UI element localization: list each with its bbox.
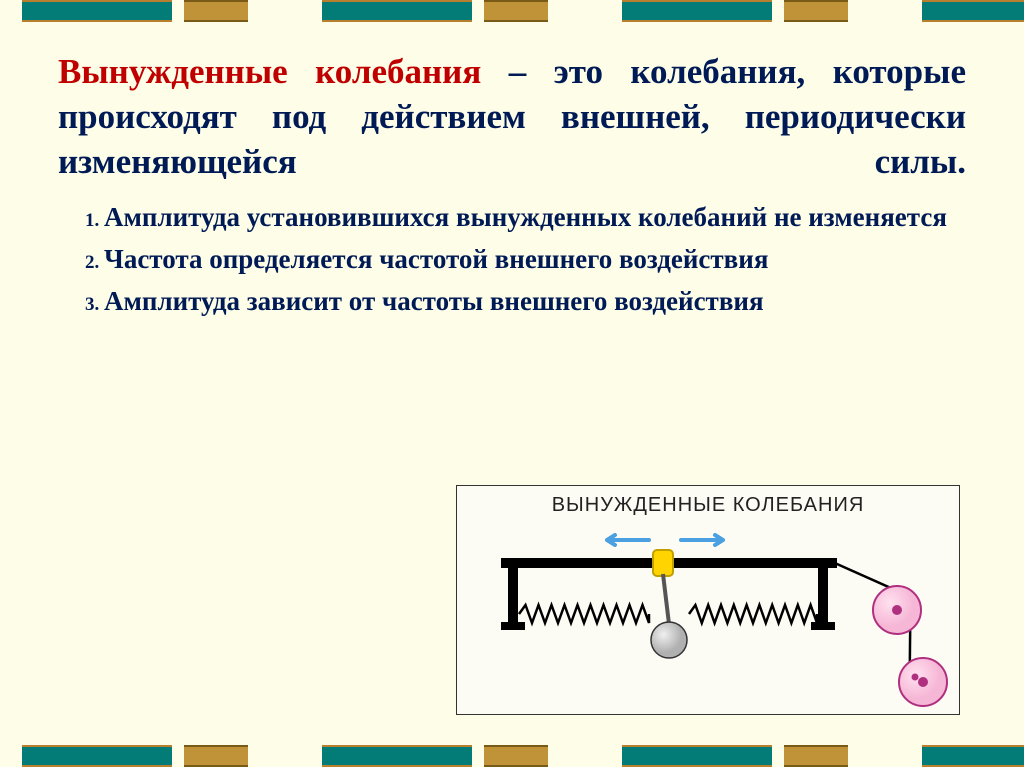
list-item: Амплитуда зависит от частоты внешнего во… — [104, 284, 966, 320]
content-area: Вынужденные колебания – это колебания, к… — [58, 50, 966, 325]
headline-accent: Вынужденные колебания — [58, 52, 481, 91]
list-item: Частота определяется частотой внешнего в… — [104, 242, 966, 278]
border-bottom — [0, 745, 1024, 767]
border-top — [0, 0, 1024, 22]
slide: Вынужденные колебания – это колебания, к… — [0, 0, 1024, 767]
figure-svg — [457, 522, 961, 714]
list-item: Амплитуда установившихся вынужденных кол… — [104, 200, 966, 236]
points-list: Амплитуда установившихся вынужденных кол… — [58, 200, 966, 319]
figure-title: ВЫНУЖДЕННЫЕ КОЛЕБАНИЯ — [457, 494, 959, 517]
figure: ВЫНУЖДЕННЫЕ КОЛЕБАНИЯ — [456, 485, 960, 715]
headline: Вынужденные колебания – это колебания, к… — [58, 50, 966, 184]
